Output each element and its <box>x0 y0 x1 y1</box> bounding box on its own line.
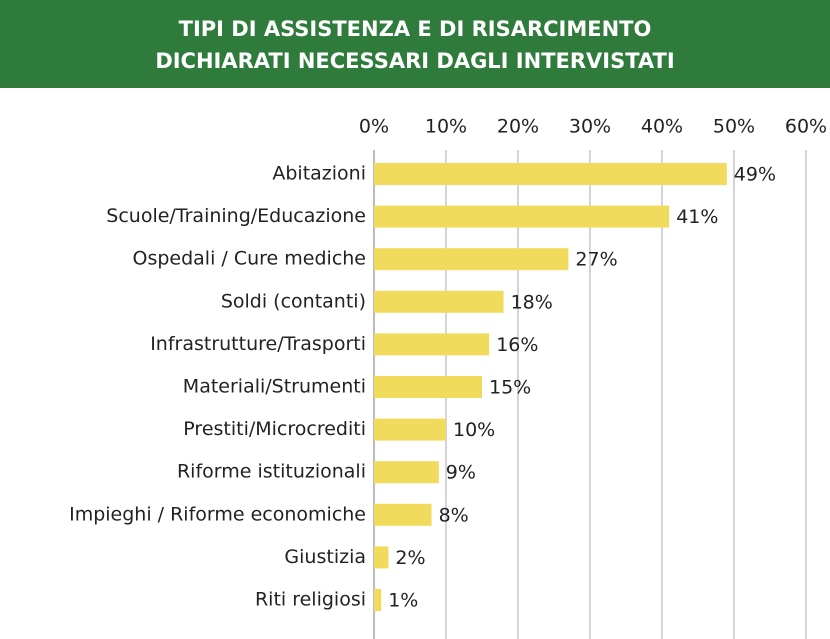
x-tick-label: 20% <box>497 116 539 138</box>
value-label: 27% <box>575 249 617 271</box>
y-tick-label: Giustizia <box>284 546 366 568</box>
value-label: 49% <box>734 164 776 186</box>
value-label: 8% <box>439 504 469 526</box>
value-label: 2% <box>395 547 425 569</box>
y-tick-label: Impieghi / Riforme economiche <box>69 503 366 525</box>
y-tick-label: Materiali/Strumenti <box>183 376 366 398</box>
value-label: 9% <box>446 462 476 484</box>
value-label: 1% <box>388 590 418 612</box>
bar <box>374 376 482 398</box>
value-label: 16% <box>496 334 538 356</box>
chart-title: TIPI DI ASSISTENZA E DI RISARCIMENTO <box>179 17 652 41</box>
y-tick-label: Riti religiosi <box>255 589 366 611</box>
y-tick-label: Infrastrutture/Trasporti <box>150 333 366 355</box>
chart-title: DICHIARATI NECESSARI DAGLI INTERVISTATI <box>155 49 674 73</box>
bar <box>374 546 389 569</box>
x-tick-label: 30% <box>569 116 611 138</box>
bar <box>374 589 382 611</box>
y-tick-label: Riforme istituzionali <box>177 461 366 483</box>
bar <box>374 248 569 271</box>
bar <box>374 163 727 185</box>
x-tick-label: 0% <box>359 116 389 138</box>
bar <box>374 205 670 228</box>
value-label: 15% <box>489 377 531 399</box>
bar <box>374 503 432 526</box>
x-tick-label: 40% <box>641 116 683 138</box>
value-label: 41% <box>676 206 718 228</box>
bar <box>374 290 504 313</box>
bar <box>374 418 446 441</box>
x-tick-label: 10% <box>425 116 467 138</box>
y-tick-label: Prestiti/Microcrediti <box>183 418 366 440</box>
y-tick-label: Ospedali / Cure mediche <box>133 248 367 270</box>
title-banner <box>0 0 830 88</box>
value-label: 10% <box>453 419 495 441</box>
value-label: 18% <box>511 291 553 313</box>
bar <box>374 333 490 356</box>
x-tick-label: 60% <box>785 116 827 138</box>
y-tick-label: Scuole/Training/Educazione <box>106 205 366 227</box>
x-tick-label: 50% <box>713 116 755 138</box>
y-tick-label: Soldi (contanti) <box>221 290 366 312</box>
bar <box>374 461 439 484</box>
y-tick-label: Abitazioni <box>272 163 366 185</box>
